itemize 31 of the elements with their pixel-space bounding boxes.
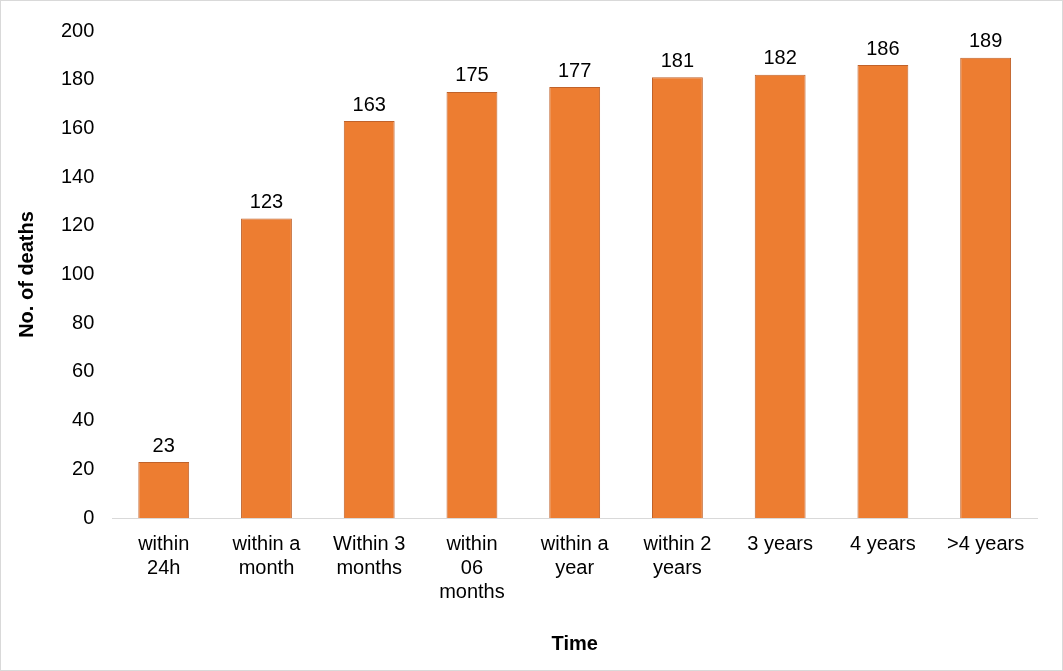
x-axis-title: Time — [551, 631, 598, 654]
x-tick-label: within 2 years — [642, 531, 712, 578]
data-label: 181 — [660, 48, 695, 71]
x-tick-label: 4 years — [850, 531, 916, 554]
x-tick-label: within a year — [539, 531, 610, 578]
data-label: 23 — [152, 433, 175, 456]
y-tick-label: 120 — [60, 213, 95, 236]
data-label: 175 — [455, 63, 489, 86]
data-label: 177 — [558, 58, 592, 81]
x-tick-label: within 06 months — [439, 531, 505, 602]
x-tick-label: Within 3 months — [333, 531, 406, 578]
y-tick-label: 60 — [72, 359, 95, 382]
y-tick-label: 80 — [72, 310, 95, 333]
y-tick-label: 160 — [60, 115, 95, 138]
data-label: 189 — [968, 29, 1003, 52]
y-tick-label: 140 — [60, 164, 95, 187]
y-axis-title: No. of deaths — [14, 211, 37, 338]
x-tick-label: within 24h — [137, 531, 190, 578]
y-tick-label: 0 — [83, 505, 95, 528]
data-label: 182 — [763, 46, 797, 69]
data-label: 186 — [866, 36, 900, 59]
y-tick-label: 180 — [60, 67, 95, 90]
y-tick-label: 100 — [60, 262, 95, 285]
data-label: 123 — [249, 190, 284, 213]
y-tick-label: 200 — [60, 18, 95, 41]
data-label: 163 — [352, 92, 386, 115]
y-tick-label: 20 — [72, 456, 95, 479]
y-tick-label: 40 — [72, 408, 95, 431]
x-tick-label: within a month — [231, 531, 302, 578]
x-tick-label: >4 years — [947, 531, 1025, 554]
x-tick-label: 3 years — [747, 531, 813, 554]
